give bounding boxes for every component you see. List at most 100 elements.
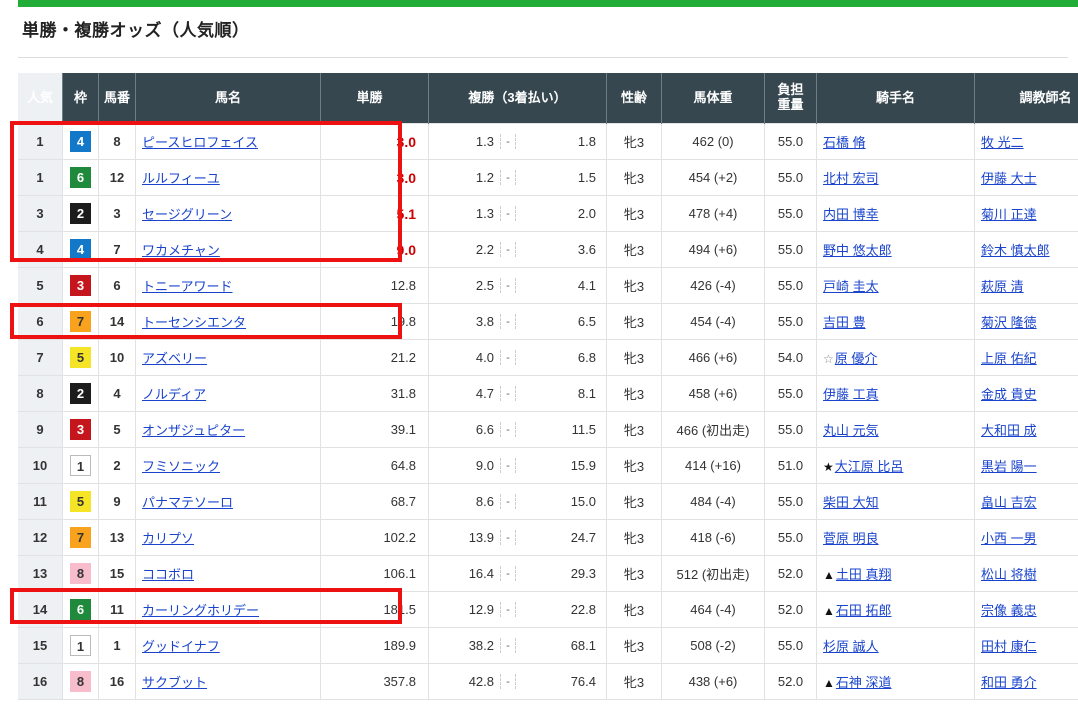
horse-name-link[interactable]: トニーアワード: [142, 279, 233, 294]
trainer-link[interactable]: 伊藤 大士: [981, 171, 1037, 186]
horse-name-link[interactable]: オンザジュピター: [142, 423, 246, 438]
cell-jockey[interactable]: 菅原 明良: [816, 519, 975, 556]
trainer-link[interactable]: 萩原 清: [981, 279, 1024, 294]
jockey-link[interactable]: 原 優介: [834, 351, 878, 366]
horse-name-link[interactable]: グッドイナフ: [142, 639, 220, 654]
jockey-link[interactable]: 内田 博幸: [823, 207, 879, 222]
jockey-link[interactable]: 石橋 脩: [823, 135, 866, 150]
jockey-link[interactable]: 吉田 豊: [823, 315, 866, 330]
header-body-weight[interactable]: 馬体重: [661, 73, 765, 124]
cell-trainer[interactable]: 黒岩 陽一: [974, 447, 1078, 484]
horse-name-link[interactable]: セージグリーン: [142, 207, 233, 222]
cell-trainer[interactable]: 菊川 正達: [974, 195, 1078, 232]
header-bracket[interactable]: 枠: [62, 73, 99, 124]
cell-trainer[interactable]: 田村 康仁: [974, 627, 1078, 664]
cell-jockey[interactable]: ☆原 優介: [816, 339, 975, 376]
header-trainer[interactable]: 調教師名: [974, 73, 1078, 124]
cell-jockey[interactable]: 伊藤 工真: [816, 375, 975, 412]
header-popularity[interactable]: 人気: [18, 73, 63, 124]
cell-trainer[interactable]: 小西 一男: [974, 519, 1078, 556]
cell-horse-name[interactable]: セージグリーン: [135, 195, 321, 232]
cell-jockey[interactable]: 杉原 誠人: [816, 627, 975, 664]
cell-jockey[interactable]: 北村 宏司: [816, 159, 975, 196]
jockey-link[interactable]: 土田 真翔: [835, 567, 892, 582]
cell-trainer[interactable]: 伊藤 大士: [974, 159, 1078, 196]
horse-name-link[interactable]: ワカメチャン: [142, 243, 220, 258]
cell-jockey[interactable]: 吉田 豊: [816, 303, 975, 340]
cell-horse-name[interactable]: フミソニック: [135, 447, 321, 484]
header-sex-age[interactable]: 性齢: [606, 73, 662, 124]
horse-name-link[interactable]: パナマテソーロ: [142, 495, 234, 510]
trainer-link[interactable]: 金成 貴史: [981, 387, 1037, 402]
cell-jockey[interactable]: 石橋 脩: [816, 123, 975, 160]
cell-horse-name[interactable]: カリプソ: [135, 519, 321, 556]
trainer-link[interactable]: 小西 一男: [981, 531, 1037, 546]
horse-name-link[interactable]: ルルフィーユ: [142, 171, 220, 186]
cell-trainer[interactable]: 大和田 成: [974, 411, 1078, 448]
cell-jockey[interactable]: ★大江原 比呂: [816, 447, 975, 484]
cell-horse-name[interactable]: グッドイナフ: [135, 627, 321, 664]
cell-trainer[interactable]: 上原 佑紀: [974, 339, 1078, 376]
jockey-link[interactable]: 石神 深道: [835, 675, 892, 690]
cell-horse-name[interactable]: サクブット: [135, 663, 321, 700]
jockey-link[interactable]: 野中 悠太郎: [823, 243, 892, 258]
trainer-link[interactable]: 牧 光二: [981, 135, 1024, 150]
cell-horse-name[interactable]: カーリングホリデー: [135, 591, 321, 628]
horse-name-link[interactable]: アズベリー: [142, 351, 208, 366]
cell-trainer[interactable]: 畠山 吉宏: [974, 483, 1078, 520]
cell-jockey[interactable]: ▲石神 深道: [816, 663, 975, 700]
cell-jockey[interactable]: 内田 博幸: [816, 195, 975, 232]
jockey-link[interactable]: 戸崎 圭太: [823, 279, 879, 294]
cell-trainer[interactable]: 萩原 清: [974, 267, 1078, 304]
trainer-link[interactable]: 黒岩 陽一: [981, 459, 1037, 474]
jockey-link[interactable]: 丸山 元気: [823, 423, 879, 438]
cell-horse-name[interactable]: オンザジュピター: [135, 411, 321, 448]
cell-trainer[interactable]: 鈴木 慎太郎: [974, 231, 1078, 268]
jockey-link[interactable]: 大江原 比呂: [834, 459, 904, 474]
cell-jockey[interactable]: 柴田 大知: [816, 483, 975, 520]
jockey-link[interactable]: 伊藤 工真: [823, 387, 879, 402]
cell-trainer[interactable]: 和田 勇介: [974, 663, 1078, 700]
cell-trainer[interactable]: 宗像 義忠: [974, 591, 1078, 628]
header-jockey[interactable]: 騎手名: [816, 73, 975, 124]
cell-trainer[interactable]: 牧 光二: [974, 123, 1078, 160]
trainer-link[interactable]: 宗像 義忠: [981, 603, 1037, 618]
jockey-link[interactable]: 菅原 明良: [823, 531, 879, 546]
horse-name-link[interactable]: トーセンシエンタ: [142, 315, 247, 330]
cell-horse-name[interactable]: パナマテソーロ: [135, 483, 321, 520]
cell-horse-name[interactable]: トーセンシエンタ: [135, 303, 321, 340]
trainer-link[interactable]: 和田 勇介: [981, 675, 1037, 690]
header-place-odds[interactable]: 複勝（3着払い）: [428, 73, 607, 124]
horse-name-link[interactable]: サクブット: [142, 675, 208, 690]
trainer-link[interactable]: 畠山 吉宏: [981, 495, 1037, 510]
horse-name-link[interactable]: ココボロ: [142, 567, 195, 582]
cell-horse-name[interactable]: ココボロ: [135, 555, 321, 592]
jockey-link[interactable]: 柴田 大知: [823, 495, 879, 510]
jockey-link[interactable]: 石田 拓郎: [835, 603, 892, 618]
cell-horse-name[interactable]: ピースヒロフェイス: [135, 123, 321, 160]
horse-name-link[interactable]: ノルディア: [142, 387, 207, 402]
header-horse-number[interactable]: 馬番: [98, 73, 136, 124]
horse-name-link[interactable]: カーリングホリデー: [142, 603, 260, 618]
cell-trainer[interactable]: 金成 貴史: [974, 375, 1078, 412]
cell-horse-name[interactable]: トニーアワード: [135, 267, 321, 304]
header-horse-name[interactable]: 馬名: [135, 73, 321, 124]
cell-trainer[interactable]: 菊沢 隆徳: [974, 303, 1078, 340]
trainer-link[interactable]: 鈴木 慎太郎: [981, 243, 1050, 258]
jockey-link[interactable]: 北村 宏司: [823, 171, 879, 186]
trainer-link[interactable]: 松山 将樹: [981, 567, 1037, 582]
horse-name-link[interactable]: フミソニック: [142, 459, 221, 474]
cell-jockey[interactable]: 戸崎 圭太: [816, 267, 975, 304]
cell-horse-name[interactable]: ノルディア: [135, 375, 321, 412]
trainer-link[interactable]: 上原 佑紀: [981, 351, 1037, 366]
trainer-link[interactable]: 菊沢 隆徳: [981, 315, 1037, 330]
cell-jockey[interactable]: ▲土田 真翔: [816, 555, 975, 592]
cell-horse-name[interactable]: ワカメチャン: [135, 231, 321, 268]
horse-name-link[interactable]: カリプソ: [142, 531, 195, 546]
cell-jockey[interactable]: ▲石田 拓郎: [816, 591, 975, 628]
trainer-link[interactable]: 大和田 成: [981, 423, 1037, 438]
cell-trainer[interactable]: 松山 将樹: [974, 555, 1078, 592]
cell-horse-name[interactable]: アズベリー: [135, 339, 321, 376]
cell-horse-name[interactable]: ルルフィーユ: [135, 159, 321, 196]
header-win-odds[interactable]: 単勝: [320, 73, 429, 124]
